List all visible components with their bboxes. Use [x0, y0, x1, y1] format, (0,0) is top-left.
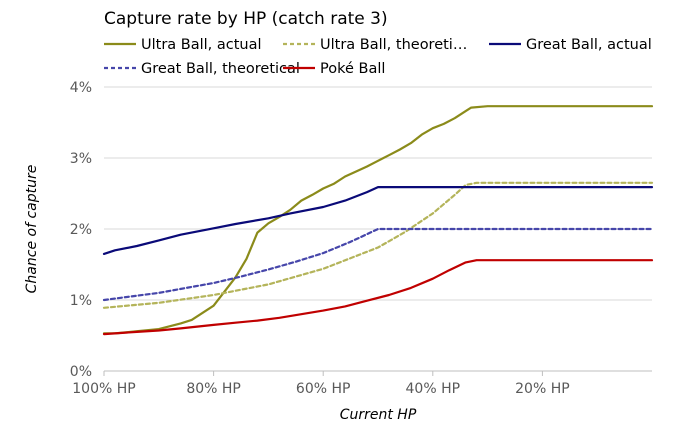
- x-axis-label: Current HP: [340, 407, 417, 423]
- series-line-great-ball-actual: [102, 186, 654, 255]
- chart-title: Capture rate by HP (catch rate 3): [104, 9, 388, 29]
- x-axis-ticks: 100% HP 80% HP 60% HP 40% HP 20% HP: [72, 371, 570, 397]
- x-tick-label: 20% HP: [515, 381, 570, 397]
- y-tick-label: 0%: [70, 364, 92, 380]
- series-group: [102, 105, 654, 336]
- legend-label-pok-ball: Poké Ball: [320, 61, 385, 77]
- legend-label-great-ball-actual: Great Ball, actual: [526, 37, 652, 53]
- x-tick-label: 40% HP: [406, 381, 461, 397]
- y-axis-ticks: 0% 1% 2% 3% 4%: [70, 80, 92, 380]
- legend-label-ultra-ball-theoretical: Ultra Ball, theoreti…: [320, 37, 467, 53]
- y-tick-label: 4%: [70, 80, 92, 96]
- series-line-ultra-ball-actual: [102, 105, 654, 335]
- gridlines: [104, 86, 652, 301]
- series-line-ultra-ball-theoretical: [102, 181, 654, 309]
- series-line-great-ball-theoretical: [102, 227, 654, 302]
- legend-label-ultra-ball-actual: Ultra Ball, actual: [141, 37, 262, 53]
- x-tick-label: 60% HP: [296, 381, 351, 397]
- y-tick-label: 3%: [70, 151, 92, 167]
- y-tick-label: 2%: [70, 222, 92, 238]
- legend-label-great-ball-theoretical: Great Ball, theoretical: [141, 61, 300, 77]
- y-tick-label: 1%: [70, 293, 92, 309]
- x-tick-label: 80% HP: [186, 381, 241, 397]
- series-line-pok-ball: [102, 259, 654, 336]
- y-axis-label: Chance of capture: [24, 165, 40, 294]
- legend: Ultra Ball, actual Ultra Ball, theoreti… G…: [104, 37, 652, 77]
- x-tick-label: 100% HP: [72, 381, 135, 397]
